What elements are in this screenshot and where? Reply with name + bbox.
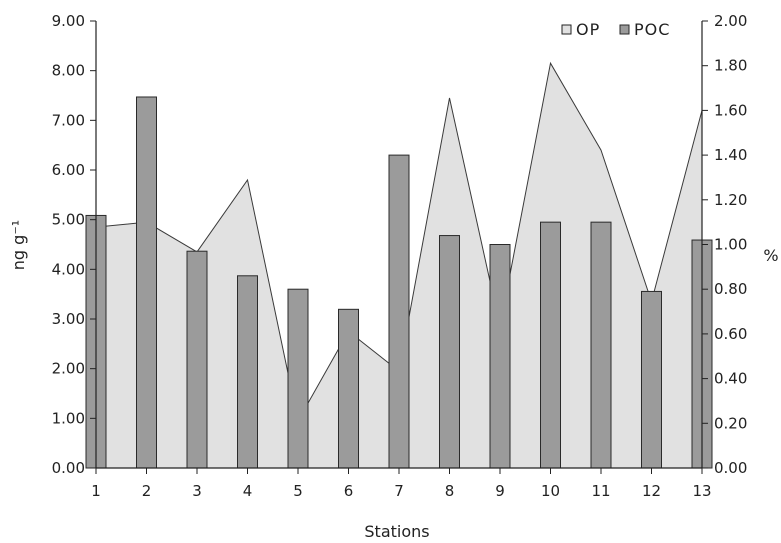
poc-bar-6: [338, 308, 359, 469]
y2-tick-label: 0.00: [714, 459, 747, 477]
poc-bar-3: [186, 250, 208, 469]
poc-bar-11: [590, 221, 612, 469]
x-tick-label: 11: [591, 482, 610, 500]
poc-bar-8: [439, 235, 460, 469]
x-tick-label: 2: [142, 482, 152, 500]
legend-label-op: OP: [576, 20, 600, 39]
poc-bar-12: [641, 290, 662, 469]
y-tick-label: 5.00: [52, 211, 85, 229]
y2-tick-label: 2.00: [714, 12, 747, 30]
y2-tick-label: 1.60: [714, 101, 747, 119]
y-tick-label: 1.00: [52, 409, 85, 427]
poc-bar-2: [136, 96, 157, 469]
y2-tick-label: 0.80: [714, 280, 747, 298]
y2-tick-label: 0.60: [714, 325, 747, 343]
y-tick-label: 0.00: [52, 459, 85, 477]
y2-tick-label: 1.00: [714, 236, 747, 254]
poc-bar-5: [287, 288, 309, 469]
x-tick-label: 10: [541, 482, 560, 500]
x-tick-label: 7: [394, 482, 404, 500]
poc-bar-7: [388, 154, 410, 469]
legend-swatch-op: [561, 24, 572, 35]
y-tick-label: 2.00: [52, 360, 85, 378]
y-tick-label: 4.00: [52, 260, 85, 278]
x-tick-label: 5: [293, 482, 303, 500]
axes: 0.00 1.00 2.00 3.00 4.00 5.00 6.00 7.00 8.00 9.00…: [52, 12, 748, 500]
legend-label-poc: POC: [634, 20, 670, 39]
x-tick-label: 3: [192, 482, 202, 500]
y2-tick-label: 1.40: [714, 146, 747, 164]
y2-tick-label: 0.20: [714, 414, 747, 432]
x-tick-label: 8: [445, 482, 455, 500]
y-tick-label: 3.00: [52, 310, 85, 328]
x-tick-label: 1: [91, 482, 101, 500]
x-tick-label: 6: [344, 482, 354, 500]
x-tick-label: 4: [243, 482, 253, 500]
legend-swatch-poc: [619, 24, 630, 35]
y-tick-label: 6.00: [52, 161, 85, 179]
poc-bar-4: [237, 275, 258, 469]
y2-tick-label: 0.40: [714, 370, 747, 388]
y-tick-label: 7.00: [52, 111, 85, 129]
y-tick-label: 9.00: [52, 12, 85, 30]
y2-axis-title: %: [763, 246, 778, 265]
y2-tick-label: 1.20: [714, 191, 747, 209]
poc-bar-10: [540, 221, 561, 469]
y2-tick-label: 1.80: [714, 57, 747, 75]
x-axis-title: Stations: [364, 522, 429, 541]
legend: OP POC: [561, 20, 670, 39]
poc-bar-9: [489, 244, 511, 469]
y-axis-title: ng g⁻¹: [9, 220, 28, 270]
x-tick-label: 9: [495, 482, 505, 500]
x-tick-label: 13: [692, 482, 711, 500]
y-tick-label: 8.00: [52, 62, 85, 80]
x-tick-label: 12: [642, 482, 661, 500]
plot-area: [85, 61, 713, 469]
